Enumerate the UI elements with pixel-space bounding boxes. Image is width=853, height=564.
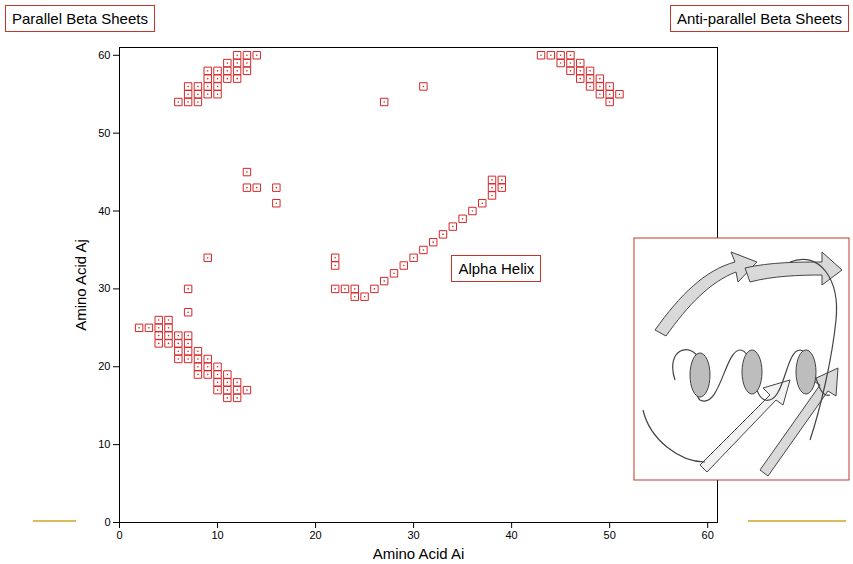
html-text:Alpha Helix: Alpha Helix [458, 260, 535, 278]
html-text:Anti-parallel Beta Sheets: Anti-parallel Beta Sheets [676, 10, 842, 27]
svg-text:Amino Acid Aj: Amino Acid Aj [72, 239, 89, 331]
svg-text:0: 0 [104, 516, 110, 528]
svg-text:60: 60 [98, 49, 110, 61]
svg-text:30: 30 [407, 529, 419, 541]
svg-text:Amino Acid Ai: Amino Acid Ai [373, 545, 465, 562]
svg-text:40: 40 [506, 529, 518, 541]
svg-text:20: 20 [309, 529, 321, 541]
svg-text:10: 10 [211, 529, 223, 541]
html-text:Parallel Beta Sheets: Parallel Beta Sheets [12, 10, 148, 27]
svg-text:40: 40 [98, 205, 110, 217]
svg-text:20: 20 [98, 360, 110, 372]
svg-text:10: 10 [98, 438, 110, 450]
svg-text:50: 50 [604, 529, 616, 541]
svg-text:50: 50 [98, 127, 110, 139]
svg-text:60: 60 [702, 529, 714, 541]
svg-text:0: 0 [116, 529, 122, 541]
svg-text:30: 30 [98, 282, 110, 294]
